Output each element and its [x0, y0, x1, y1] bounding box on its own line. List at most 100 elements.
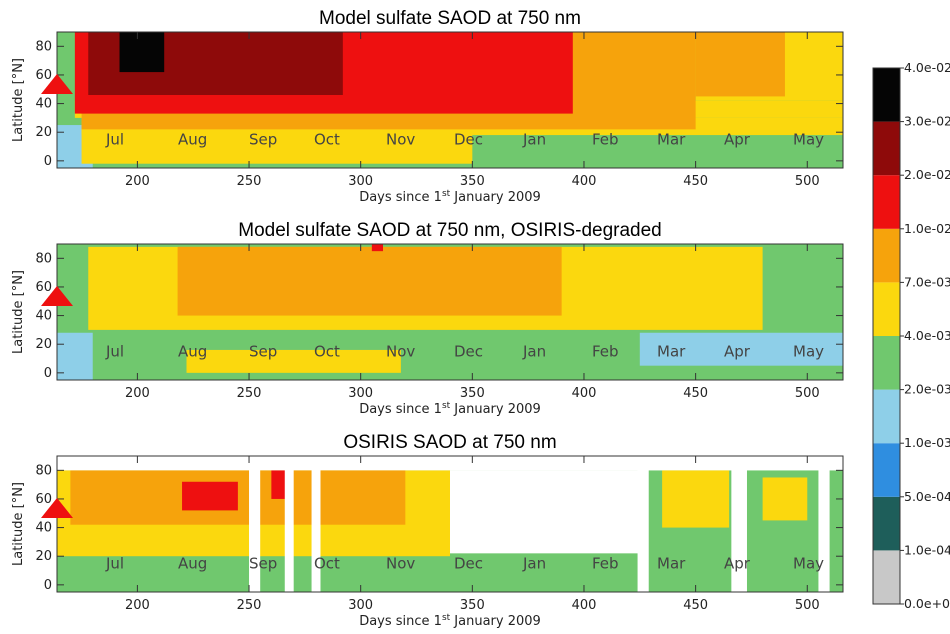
colorbar-label: 1.0e-03	[904, 435, 950, 450]
month-label: May	[793, 343, 824, 361]
heatmap-region-7	[695, 32, 785, 97]
y-tick-label: 20	[35, 549, 52, 564]
month-label: Apr	[724, 555, 751, 573]
heatmap-region-2	[639, 332, 843, 366]
missing-data-gap-2	[311, 456, 321, 592]
x-tick-label: 450	[683, 174, 708, 189]
month-label: Dec	[454, 131, 483, 149]
month-label: Aug	[178, 131, 207, 149]
x-tick-label: 300	[348, 598, 373, 613]
colorbar-segment-6	[873, 228, 900, 283]
chart-title: Model sulfate SAOD at 750 nm	[319, 8, 581, 29]
y-tick-label: 20	[35, 337, 52, 352]
heatmap-region-2	[662, 470, 730, 528]
colorbar-label: 7.0e-03	[904, 274, 950, 289]
x-tick-label: 350	[460, 598, 485, 613]
month-label: Nov	[386, 131, 415, 149]
month-label: Mar	[657, 131, 686, 149]
month-label: Apr	[724, 343, 751, 361]
x-tick-label: 200	[125, 174, 150, 189]
chart-title: Model sulfate SAOD at 750 nm, OSIRIS-deg…	[238, 220, 662, 241]
y-tick-label: 40	[35, 309, 52, 324]
heatmap-region-6	[371, 244, 384, 252]
missing-data-gap-4	[731, 456, 747, 592]
colorbar-segment-9	[873, 68, 900, 122]
month-label: Oct	[314, 555, 340, 573]
month-label: Jan	[522, 343, 546, 361]
y-tick-label: 40	[35, 97, 52, 112]
month-label: Feb	[592, 555, 619, 573]
red-triangle-marker	[41, 497, 73, 518]
plot-frame	[56, 455, 844, 593]
colorbar: 0.0e+00 1.0e-04 5.0e-04 1.0e-03 2.0e-03 4.0e-…	[872, 60, 950, 611]
x-tick-label: 400	[572, 598, 597, 613]
missing-data-gap-0	[249, 456, 261, 592]
plot-frame	[56, 243, 844, 381]
month-label: Aug	[178, 343, 207, 361]
y-tick-label: 60	[35, 280, 52, 295]
month-label: Oct	[314, 343, 340, 361]
y-tick-label: 80	[35, 39, 52, 54]
colorbar-label: 4.0e-03	[904, 328, 950, 343]
month-label: Sep	[249, 555, 277, 573]
x-tick-label: 450	[683, 386, 708, 401]
y-tick-label: 60	[35, 492, 52, 507]
heatmap-region-5	[177, 246, 562, 316]
y-tick-label: 20	[35, 125, 52, 140]
colorbar-label: 4.0e-02	[904, 60, 950, 75]
heatmap-region-5	[182, 481, 238, 511]
x-tick-label: 200	[125, 598, 150, 613]
y-tick-label: 60	[35, 68, 52, 83]
heatmap-region-4	[186, 349, 401, 373]
colorbar-segment-0	[873, 550, 900, 604]
colorbar-segment-2	[873, 443, 900, 497]
missing-data-gap-3	[637, 456, 649, 592]
colorbar-segment-5	[873, 282, 900, 336]
plot-frame	[56, 31, 844, 169]
colorbar-label: 3.0e-02	[904, 114, 950, 129]
heatmap-region-1	[57, 332, 93, 380]
colorbar-label: 5.0e-04	[904, 489, 950, 504]
y-tick-label: 0	[44, 154, 52, 169]
heatmap-field	[57, 244, 843, 380]
x-tick-label: 350	[460, 174, 485, 189]
month-label: Dec	[454, 343, 483, 361]
x-tick-label: 500	[795, 174, 820, 189]
month-label: Sep	[249, 343, 277, 361]
y-tick-label: 0	[44, 366, 52, 381]
month-label: Aug	[178, 555, 207, 573]
heatmap-region-3	[762, 477, 808, 521]
red-triangle-marker	[41, 73, 73, 94]
x-tick-label: 450	[683, 598, 708, 613]
colorbar-segment-1	[873, 496, 900, 551]
colorbar-segment-8	[873, 121, 900, 176]
month-label: Jul	[105, 343, 124, 361]
x-tick-label: 250	[237, 386, 262, 401]
colorbar-label: 1.0e-04	[904, 542, 950, 557]
y-tick-label: 40	[35, 521, 52, 536]
month-label: Jul	[105, 555, 124, 573]
colorbar-segment-4	[873, 336, 900, 390]
x-tick-label: 400	[572, 386, 597, 401]
month-label: Nov	[386, 343, 415, 361]
y-axis-label: Latitude [°N]	[11, 482, 26, 566]
heatmap-field	[57, 456, 843, 592]
x-tick-label: 250	[237, 598, 262, 613]
missing-data-gap-1	[284, 456, 294, 592]
month-label: Nov	[386, 555, 415, 573]
month-label: May	[793, 555, 824, 573]
x-tick-label: 350	[460, 386, 485, 401]
month-label: Jul	[105, 131, 124, 149]
colorbar-segment-3	[873, 389, 900, 444]
month-label: Feb	[592, 343, 619, 361]
missing-data-gap-7	[450, 470, 640, 554]
chart-title: OSIRIS SAOD at 750 nm	[343, 432, 556, 453]
x-tick-label: 300	[348, 386, 373, 401]
month-label: Jan	[522, 555, 546, 573]
month-label: Apr	[724, 131, 751, 149]
colorbar-label: 0.0e+00	[904, 596, 950, 611]
